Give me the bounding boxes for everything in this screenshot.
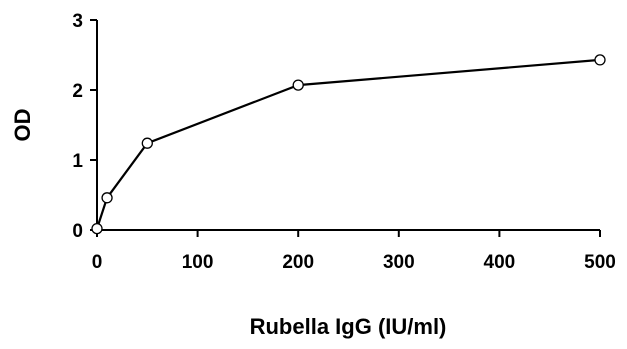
x-tick-label: 300 [383,252,415,273]
y-axis-title: OD [10,109,35,142]
data-point [594,54,606,66]
series-layer [95,58,601,229]
x-tick-label: 500 [584,252,616,273]
data-point [141,137,153,149]
data-point [292,79,304,91]
x-tick-label: 100 [182,252,214,273]
y-tick-label: 3 [72,11,83,32]
data-point [101,192,113,204]
y-tick-label: 0 [72,221,83,242]
points-layer [91,54,606,235]
y-axis: 0 1 2 3 [72,11,98,242]
y-tick-label: 2 [72,81,83,102]
x-tick-label: 0 [92,252,103,273]
x-tick-label: 400 [484,252,516,273]
data-point [91,222,103,235]
y-tick-label: 1 [72,151,83,172]
x-tick-label: 200 [282,252,314,273]
series-line [95,58,601,229]
x-axis: 0 100 200 300 400 500 [92,229,616,273]
x-axis-title: Rubella IgG (IU/ml) [250,314,447,339]
